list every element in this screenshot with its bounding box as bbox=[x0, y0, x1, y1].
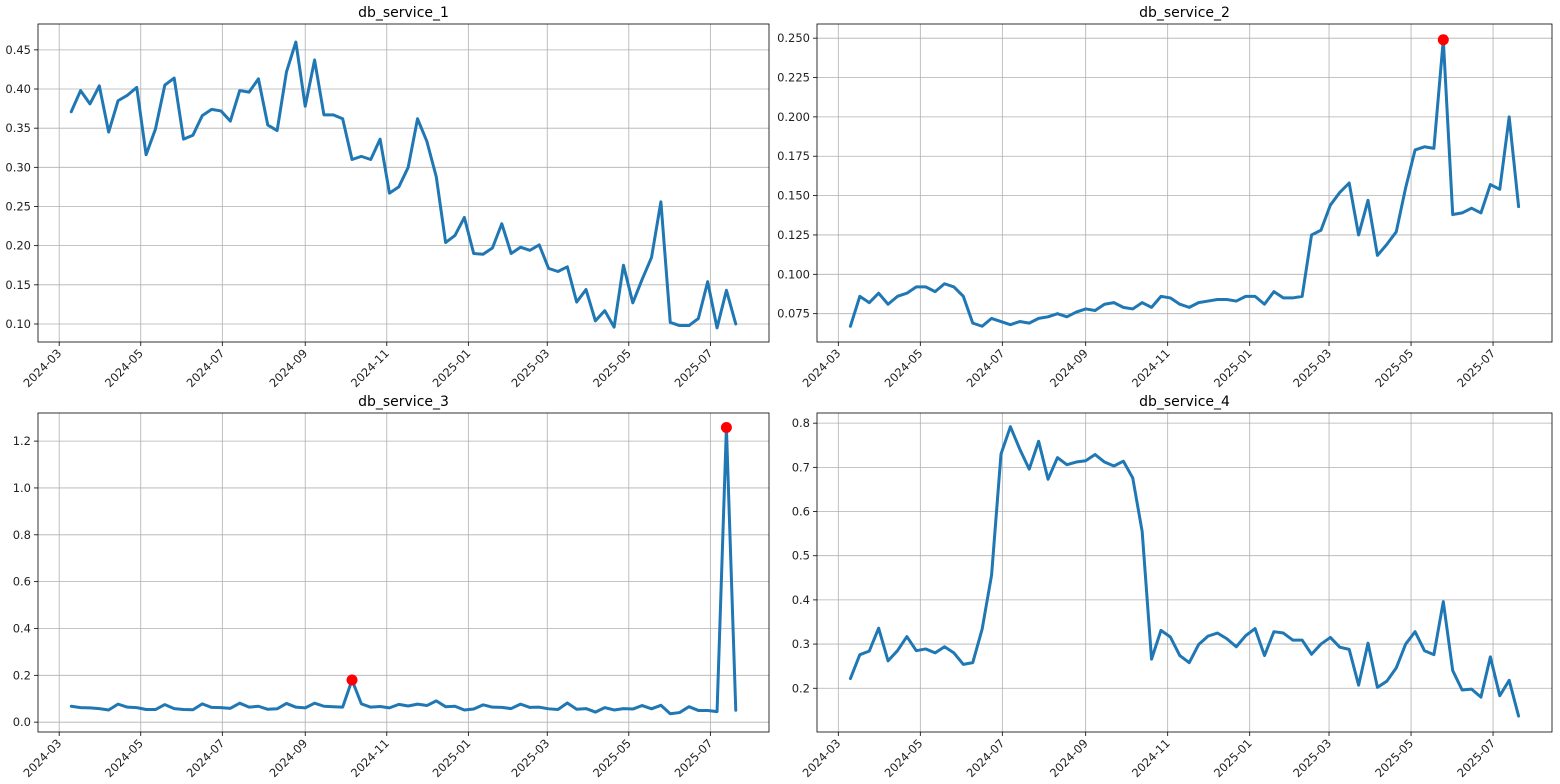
series-line bbox=[69, 40, 738, 330]
y-tick-label: 0.3 bbox=[792, 637, 810, 651]
x-tick-label: 2024-09 bbox=[1047, 346, 1091, 390]
x-tick-label: 2025-03 bbox=[508, 736, 552, 780]
y-tick-label: 0.45 bbox=[5, 43, 31, 57]
x-tick-label: 2024-09 bbox=[1047, 736, 1091, 780]
subplot-db-service-4: db_service_4 2024-03 2024-05 2024-07 2024-0… bbox=[792, 394, 1553, 780]
x-tick-label: 2024-11 bbox=[1129, 736, 1173, 780]
x-tick-label: 2024-03 bbox=[20, 736, 64, 780]
x-tick-label: 2025-03 bbox=[508, 346, 552, 390]
x-tick-label: 2024-05 bbox=[882, 346, 926, 390]
x-tick-label: 2024-09 bbox=[266, 736, 310, 780]
y-tick-label: 0.7 bbox=[792, 460, 810, 474]
y-tick-label: 0.175 bbox=[777, 149, 810, 163]
x-tick-label: 2025-01 bbox=[1211, 346, 1255, 390]
x-tick-label: 2024-07 bbox=[964, 346, 1008, 390]
subplot-title: db_service_2 bbox=[1139, 5, 1230, 21]
y-tick-label: 1.2 bbox=[13, 434, 31, 448]
x-tick-label: 2025-05 bbox=[590, 736, 634, 780]
y-tick-label: 0.150 bbox=[777, 189, 810, 203]
y-tick-label: 0.4 bbox=[13, 621, 31, 635]
x-tick-label: 2025-05 bbox=[1372, 736, 1416, 780]
series-line bbox=[69, 426, 738, 716]
y-tick-label: 0.30 bbox=[5, 160, 31, 174]
anomaly-marker bbox=[720, 422, 732, 434]
x-tick-label: 2024-09 bbox=[266, 346, 310, 390]
x-tick-label: 2025-01 bbox=[1211, 736, 1255, 780]
y-tick-label: 1.0 bbox=[13, 481, 31, 495]
x-tick-label: 2024-11 bbox=[348, 736, 392, 780]
y-tick-label: 0.8 bbox=[792, 416, 810, 430]
y-tick-label: 0.20 bbox=[5, 239, 31, 253]
x-tick-label: 2024-05 bbox=[102, 736, 146, 780]
x-tick-label: 2025-05 bbox=[590, 346, 634, 390]
subplot-title: db_service_1 bbox=[358, 5, 449, 21]
subplot-db-service-1: db_service_1 2024-03 2024-05 2024-07 2024-0… bbox=[5, 5, 770, 390]
y-tick-label: 0.6 bbox=[13, 575, 31, 589]
anomaly-marker bbox=[1437, 34, 1449, 46]
y-tick-label: 0.4 bbox=[792, 593, 810, 607]
x-tick-label: 2025-07 bbox=[672, 736, 716, 780]
x-tick-label: 2024-03 bbox=[800, 346, 844, 390]
x-tick-label: 2025-03 bbox=[1290, 346, 1334, 390]
x-tick-label: 2024-11 bbox=[1129, 346, 1173, 390]
y-tick-label: 0.2 bbox=[13, 668, 31, 682]
series-line bbox=[848, 425, 1521, 718]
x-tick-label: 2024-05 bbox=[882, 736, 926, 780]
subplot-title: db_service_3 bbox=[358, 394, 449, 410]
x-tick-label: 2024-11 bbox=[348, 346, 392, 390]
subplot-db-service-3: db_service_3 2024-03 2024-05 2024-07 2024-0… bbox=[13, 394, 770, 780]
axes-frame bbox=[37, 412, 770, 733]
axes-frame bbox=[816, 23, 1553, 343]
y-tick-label: 0.200 bbox=[777, 110, 810, 124]
y-tick-label: 0.075 bbox=[777, 307, 810, 321]
y-tick-label: 0.35 bbox=[5, 121, 31, 135]
y-tick-label: 0.100 bbox=[777, 267, 810, 281]
x-tick-label: 2024-07 bbox=[964, 736, 1008, 780]
x-tick-label: 2025-07 bbox=[1454, 736, 1498, 780]
x-tick-label: 2024-03 bbox=[20, 346, 64, 390]
x-tick-label: 2025-01 bbox=[430, 346, 474, 390]
x-tick-label: 2025-03 bbox=[1290, 736, 1334, 780]
x-tick-label: 2024-03 bbox=[800, 736, 844, 780]
x-tick-label: 2024-07 bbox=[184, 346, 228, 390]
x-tick-label: 2025-05 bbox=[1372, 346, 1416, 390]
subplot-title: db_service_4 bbox=[1139, 394, 1230, 410]
y-tick-label: 0.0 bbox=[13, 715, 31, 729]
series-line bbox=[848, 38, 1521, 328]
y-tick-label: 0.5 bbox=[792, 549, 810, 563]
x-tick-label: 2024-07 bbox=[184, 736, 228, 780]
x-tick-label: 2025-07 bbox=[1454, 346, 1498, 390]
x-tick-label: 2025-01 bbox=[430, 736, 474, 780]
y-tick-label: 0.15 bbox=[5, 278, 31, 292]
y-tick-label: 0.10 bbox=[5, 317, 31, 331]
y-tick-label: 0.250 bbox=[777, 31, 810, 45]
subplot-db-service-2: db_service_2 2024-03 2024-05 2024-07 2024-0… bbox=[777, 5, 1553, 390]
y-tick-label: 0.125 bbox=[777, 228, 810, 242]
y-tick-label: 0.8 bbox=[13, 528, 31, 542]
x-tick-label: 2024-05 bbox=[102, 346, 146, 390]
y-tick-label: 0.2 bbox=[792, 681, 810, 695]
y-tick-label: 0.40 bbox=[5, 82, 31, 96]
y-tick-label: 0.225 bbox=[777, 71, 810, 85]
y-tick-label: 0.6 bbox=[792, 505, 810, 519]
axes-frame bbox=[816, 412, 1553, 733]
x-tick-label: 2025-07 bbox=[672, 346, 716, 390]
axes-frame bbox=[37, 23, 770, 343]
y-tick-label: 0.25 bbox=[5, 199, 31, 213]
anomaly-marker bbox=[346, 674, 358, 686]
